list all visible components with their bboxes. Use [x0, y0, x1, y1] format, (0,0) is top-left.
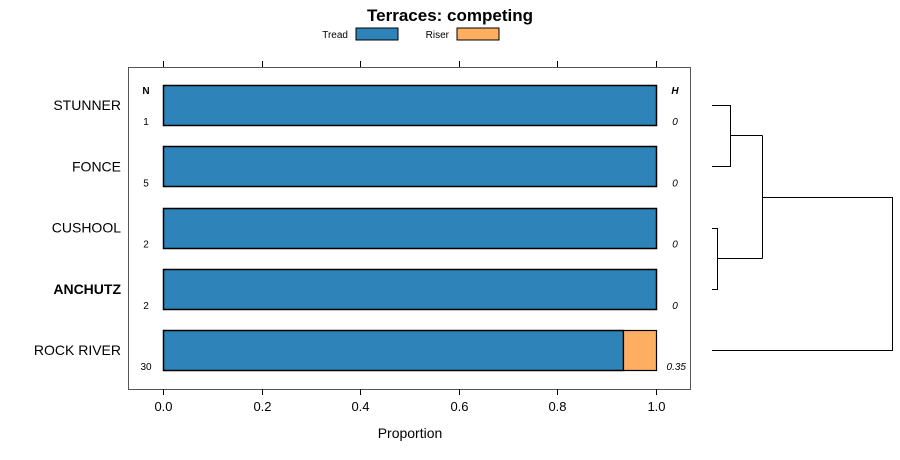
h-value: 0.35	[667, 362, 687, 373]
category-label: ROCK RIVER	[34, 342, 121, 358]
dendrogram	[712, 105, 893, 351]
legend-label-tread: Tread	[322, 30, 348, 41]
h-value: 0	[672, 301, 678, 312]
n-value: 2	[143, 301, 149, 312]
category-label: STUNNER	[53, 97, 121, 113]
h-header: H	[671, 86, 679, 97]
category-label: ANCHUTZ	[53, 281, 121, 297]
chart-title: Terraces: competing	[367, 6, 533, 25]
plot-frame	[128, 67, 691, 390]
x-tick-label: 0.0	[154, 399, 172, 414]
legend-swatch-tread	[355, 27, 399, 41]
bar-tread	[162, 329, 625, 372]
bar-tread	[162, 145, 658, 188]
bar-tread	[162, 207, 658, 250]
h-value: 0	[672, 240, 678, 251]
n-value: 30	[140, 362, 152, 373]
n-value: 1	[143, 117, 149, 128]
legend-label-riser: Riser	[426, 30, 450, 41]
h-value: 0	[672, 117, 678, 128]
x-tick-label: 0.2	[253, 399, 271, 414]
x-tick-label: 0.6	[450, 399, 468, 414]
x-tick-label: 0.4	[351, 399, 369, 414]
bar-tread	[162, 84, 658, 127]
x-axis-label: Proportion	[378, 425, 443, 441]
x-tick-label: 0.8	[548, 399, 566, 414]
n-header: N	[142, 86, 149, 97]
x-tick-label: 1.0	[647, 399, 665, 414]
bar-riser	[622, 329, 658, 372]
legend-swatch-riser	[456, 27, 500, 41]
n-value: 5	[143, 178, 149, 189]
h-value: 0	[672, 178, 678, 189]
category-label: FONCE	[72, 158, 121, 174]
category-label: CUSHOOL	[52, 220, 121, 236]
bar-tread	[162, 268, 658, 311]
legend: Tread Riser	[322, 27, 500, 41]
n-value: 2	[143, 240, 149, 251]
